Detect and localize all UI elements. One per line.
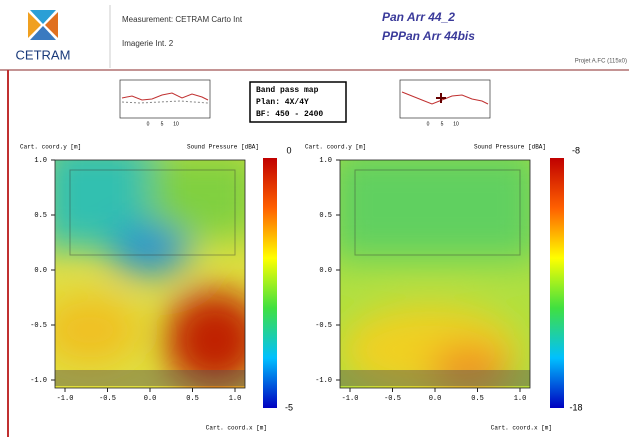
logo-icon <box>28 10 58 40</box>
x-tick-label: 0.0 <box>429 395 442 403</box>
info-line: Plan: 4X/4Y <box>256 98 309 107</box>
x-axis-label: Cart. coord.x [m] <box>206 425 267 432</box>
y-tick-label: -1.0 <box>315 377 332 385</box>
y-axis-label: Cart. coord.y [m] <box>305 144 366 151</box>
y-tick-label: 0.5 <box>319 212 332 220</box>
y-tick-label: 0.0 <box>319 267 332 275</box>
x-tick-label: 0.5 <box>186 395 199 403</box>
y-tick-label: -0.5 <box>30 322 47 330</box>
colorbar <box>263 158 277 408</box>
x-tick-label: -0.5 <box>99 395 116 403</box>
info-line: BF: 450 - 2400 <box>256 110 323 119</box>
heatmap <box>340 160 530 388</box>
x-tick-label: 0.0 <box>144 395 157 403</box>
image-name: Imagerie Int. 2 <box>122 39 174 48</box>
legend-label: Sound Pressure [dBA] <box>187 144 259 151</box>
y-tick-label: 1.0 <box>34 157 47 165</box>
colorbar-max: -8 <box>572 145 580 155</box>
info-line: Band pass map <box>256 86 319 95</box>
subtitle: PPPan Arr 44bis <box>382 29 475 43</box>
y-tick-label: -1.0 <box>30 377 47 385</box>
heatmap <box>55 160 245 388</box>
project: Projet A.FC (115x0) <box>575 59 627 65</box>
y-tick-label: 1.0 <box>319 157 332 165</box>
colorbar-max: 0 <box>286 145 291 155</box>
x-tick-label: 1.0 <box>514 395 527 403</box>
x-tick-label: -1.0 <box>57 395 74 403</box>
mini-tick-label: 10 <box>173 121 179 127</box>
mini-plot <box>119 79 211 119</box>
y-tick-label: -0.5 <box>315 322 332 330</box>
mini-tick-label: 0 <box>147 121 150 127</box>
mini-plot <box>399 79 491 119</box>
x-axis-label: Cart. coord.x [m] <box>491 425 552 432</box>
x-tick-label: -0.5 <box>384 395 401 403</box>
mini-tick-label: 0 <box>427 121 430 127</box>
y-axis-label: Cart. coord.y [m] <box>20 144 81 151</box>
x-tick-label: 0.5 <box>471 395 484 403</box>
colorbar <box>550 158 564 408</box>
y-tick-label: 0.5 <box>34 212 47 220</box>
colorbar-min: -18 <box>569 402 582 412</box>
mini-tick-label: 10 <box>453 121 459 127</box>
title: Pan Arr 44_2 <box>382 10 455 24</box>
y-tick-label: 0.0 <box>34 267 47 275</box>
logo-text: CETRAM <box>16 47 71 62</box>
info-box <box>249 81 347 123</box>
legend-label: Sound Pressure [dBA] <box>474 144 546 151</box>
x-tick-label: 1.0 <box>229 395 242 403</box>
x-tick-label: -1.0 <box>342 395 359 403</box>
colorbar-min: -5 <box>285 402 293 412</box>
mini-tick-label: 5 <box>441 121 444 127</box>
mini-tick-label: 5 <box>161 121 164 127</box>
measurement: Measurement: CETRAM Carto Int <box>122 15 243 24</box>
